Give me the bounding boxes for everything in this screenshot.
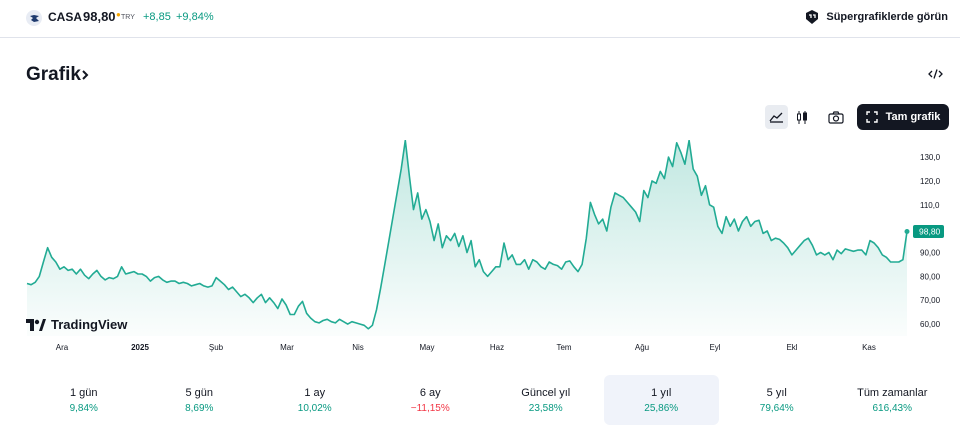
last-price-label: 98,80: [919, 227, 941, 237]
y-tick-label: 60,00: [920, 320, 941, 329]
supercharts-icon: [806, 10, 819, 24]
period-tab[interactable]: 6 ay −11,15%: [373, 375, 489, 425]
candles-button[interactable]: [792, 105, 812, 129]
area-chart-button[interactable]: [765, 105, 788, 129]
last-price-badge: [913, 225, 944, 239]
price-area: [27, 140, 907, 336]
period-label: 1 gün: [69, 386, 98, 399]
full-chart-button[interactable]: Tam grafik: [857, 104, 949, 130]
period-label: 5 gün: [185, 386, 214, 399]
x-tick-label: Nis: [352, 343, 364, 352]
period-change: 25,86%: [644, 402, 679, 414]
period-change: 8,69%: [185, 402, 214, 414]
period-label: 1 yıl: [651, 386, 672, 399]
period-change: 9,84%: [69, 402, 98, 414]
price-change-percent: +9,84%: [176, 11, 214, 23]
x-tick-label: Tem: [556, 343, 571, 352]
area-chart-icon: [769, 112, 783, 123]
x-tick-label: Ekl: [786, 343, 797, 352]
section-title[interactable]: Grafik: [26, 64, 81, 85]
x-tick-label: Şub: [209, 343, 224, 352]
x-tick-label: Eyl: [709, 343, 720, 352]
price-change: +8,85: [143, 11, 171, 23]
candlestick-icon: [797, 110, 807, 124]
tradingview-watermark[interactable]: TradingView: [26, 317, 127, 332]
period-label: Güncel yıl: [521, 386, 571, 399]
y-tick-label: 70,00: [920, 296, 941, 305]
y-tick-label: 80,00: [920, 272, 941, 281]
fullscreen-icon: [865, 111, 878, 123]
last-price-dot: [904, 229, 910, 235]
market-status-icon: ●: [116, 10, 121, 19]
period-change: 616,43%: [872, 402, 912, 414]
x-tick-label: Kas: [862, 343, 876, 352]
x-tick-label: Ara: [56, 343, 69, 352]
chevron-right-icon[interactable]: [81, 69, 89, 81]
period-change: −11,15%: [410, 402, 450, 414]
supercharts-link[interactable]: Süpergrafiklerde görün: [804, 9, 948, 25]
period-change: 23,58%: [528, 402, 563, 414]
top-bar: CASA 98,80 ● TRY +8,85 +9,84% Süpergrafi…: [0, 0, 960, 38]
company-logo: [26, 10, 42, 26]
tradingview-logo-icon: [26, 318, 46, 331]
x-tick-label: 2025: [131, 343, 149, 352]
y-tick-label: 130,0: [920, 153, 941, 162]
price-line: [26, 140, 908, 330]
x-tick-label: Mar: [280, 343, 294, 352]
period-tab[interactable]: 5 yıl 79,64%: [719, 375, 835, 425]
period-selector: 1 gün 9,84% 5 gün 8,69% 1 ay 10,02% 6 ay −11,15…: [26, 375, 950, 425]
x-tick-label: May: [419, 343, 434, 352]
period-tab[interactable]: 1 ay 10,02%: [257, 375, 373, 425]
y-tick-label: 120,0: [920, 177, 941, 186]
period-label: Tüm zamanlar: [857, 386, 928, 399]
period-tab[interactable]: 1 gün 9,84%: [26, 375, 142, 425]
price-chart[interactable]: 130,0120,0110,0100,090,0080,0070,0060,00…: [0, 140, 960, 360]
snapshot-button[interactable]: [824, 105, 848, 129]
period-change: 79,64%: [759, 402, 794, 414]
x-tick-label: Ağu: [635, 343, 649, 352]
price: 98,80: [83, 9, 116, 24]
tradingview-text: TradingView: [51, 317, 128, 332]
period-tab[interactable]: 1 yıl 25,86%: [603, 375, 719, 425]
period-tab[interactable]: Güncel yıl 23,58%: [488, 375, 604, 425]
embed-code-icon[interactable]: [928, 68, 943, 80]
period-tab[interactable]: 5 gün 8,69%: [142, 375, 258, 425]
currency: TRY: [121, 14, 135, 21]
symbol[interactable]: CASA: [48, 10, 83, 24]
period-label: 1 ay: [304, 386, 326, 399]
y-tick-label: 90,00: [920, 249, 941, 258]
y-tick-label: 110,0: [920, 201, 940, 210]
camera-icon: [828, 110, 844, 124]
x-tick-label: Haz: [490, 343, 504, 352]
period-change: 10,02%: [297, 402, 332, 414]
full-chart-label: Tam grafik: [885, 111, 941, 123]
period-tab[interactable]: Tüm zamanlar 616,43%: [835, 375, 951, 425]
period-label: 5 yıl: [766, 386, 787, 399]
period-label: 6 ay: [419, 386, 441, 399]
supercharts-label: Süpergrafiklerde görün: [826, 11, 948, 23]
x-axis: Ara 2025 Şub Mar Nis May Haz Tem Ağu Eyl Ekl Kas: [56, 343, 876, 352]
